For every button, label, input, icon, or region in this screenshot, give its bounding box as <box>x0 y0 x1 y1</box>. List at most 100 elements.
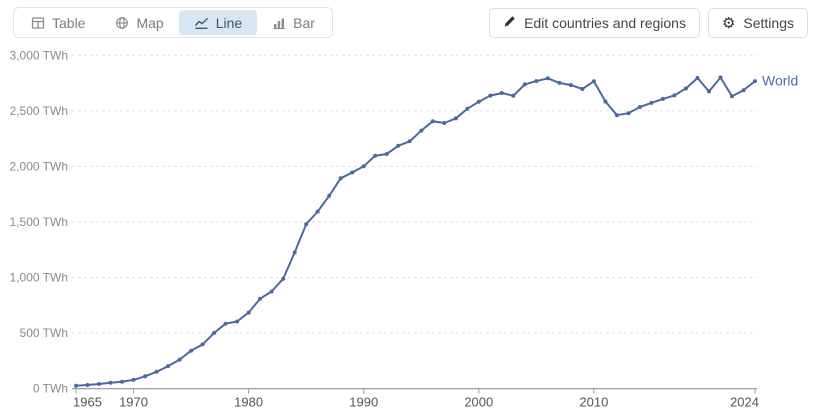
x-tick-label: 1980 <box>234 395 263 410</box>
x-axis-ticks: 1965 1970 1980 1990 2000 2010 2024 <box>73 388 759 410</box>
data-point-marker <box>591 79 596 84</box>
data-point-marker <box>350 170 355 175</box>
data-point-marker <box>603 99 608 104</box>
data-point-marker <box>258 296 263 301</box>
x-tick-label: 1965 <box>73 395 102 410</box>
tab-table[interactable]: Table <box>16 10 100 35</box>
y-tick-label: 2,500 TWh <box>10 104 68 118</box>
data-point-marker <box>154 369 159 374</box>
data-point-marker <box>304 222 309 227</box>
data-point-marker <box>235 319 240 324</box>
world-line-series <box>75 76 756 387</box>
data-point-marker <box>614 113 619 118</box>
line-chart: 0 TWh 500 TWh 1,000 TWh 1,500 TWh 2,000 TWh 2… <box>10 48 799 410</box>
data-point-marker <box>453 116 458 121</box>
line-chart-icon <box>194 16 209 30</box>
data-point-marker <box>430 119 435 124</box>
data-point-marker <box>568 83 573 88</box>
y-tick-label: 0 TWh <box>33 382 68 396</box>
data-point-marker <box>292 250 297 255</box>
data-point-marker <box>223 321 228 326</box>
y-tick-label: 3,000 TWh <box>10 48 68 62</box>
gear-icon: ⚙ <box>721 14 736 32</box>
data-point-marker <box>557 80 562 85</box>
data-point-marker <box>695 76 700 80</box>
data-point-marker <box>212 330 217 335</box>
data-point-marker <box>315 209 320 214</box>
data-point-marker <box>442 121 447 125</box>
data-point-marker <box>419 128 424 133</box>
x-tick-label: 1990 <box>349 395 378 410</box>
y-gridlines: 0 TWh 500 TWh 1,000 TWh 1,500 TWh 2,000 TWh 2… <box>10 48 757 396</box>
table-icon <box>31 16 45 30</box>
tab-map[interactable]: Map <box>100 10 178 35</box>
x-tick-label: 2010 <box>579 395 608 410</box>
data-point-marker <box>97 382 101 386</box>
y-tick-label: 1,000 TWh <box>10 271 68 285</box>
globe-icon <box>115 16 129 30</box>
settings-button[interactable]: ⚙ Settings <box>707 8 808 38</box>
data-point-marker <box>672 93 677 98</box>
bar-chart-icon <box>272 16 286 30</box>
y-tick-label: 500 TWh <box>20 326 68 340</box>
data-point-marker <box>269 289 274 294</box>
data-point-marker <box>499 91 504 95</box>
data-point-marker <box>534 79 539 84</box>
data-point-marker <box>626 111 631 116</box>
data-point-marker <box>707 89 711 94</box>
data-point-marker <box>281 276 286 281</box>
data-point-marker <box>580 87 585 91</box>
tab-line[interactable]: Line <box>178 10 258 35</box>
edit-countries-label: Edit countries and regions <box>524 15 686 31</box>
data-point-marker <box>108 380 113 385</box>
data-point-marker <box>730 94 734 99</box>
data-point-marker <box>177 357 182 362</box>
x-tick-label: 1970 <box>119 395 148 410</box>
data-point-marker <box>511 93 516 98</box>
view-tab-bar: Table Map Line Ba <box>13 7 333 38</box>
data-point-marker <box>683 86 688 91</box>
settings-label: Settings <box>743 15 794 31</box>
data-point-marker <box>753 79 757 84</box>
series-markers <box>74 75 757 388</box>
y-tick-label: 2,000 TWh <box>10 159 68 173</box>
data-point-marker <box>74 383 78 388</box>
data-point-marker <box>246 310 251 315</box>
data-point-marker <box>545 76 550 81</box>
data-point-marker <box>120 379 124 384</box>
y-tick-label: 1,500 TWh <box>10 215 68 229</box>
data-point-marker <box>476 99 481 104</box>
x-tick-label: 2024 <box>730 395 759 410</box>
x-tick-label: 2000 <box>464 395 493 410</box>
data-point-marker <box>649 100 654 105</box>
data-point-marker <box>637 105 642 109</box>
data-point-marker <box>488 93 493 98</box>
data-point-marker <box>373 153 378 158</box>
data-point-marker <box>200 342 205 347</box>
data-point-marker <box>384 152 389 156</box>
data-point-marker <box>143 374 148 379</box>
data-point-marker <box>85 383 90 387</box>
toolbar-actions: Edit countries and regions ⚙ Settings <box>489 8 808 38</box>
data-point-marker <box>741 88 746 93</box>
data-point-marker <box>189 348 194 353</box>
data-point-marker <box>327 193 332 198</box>
world-series-label: World <box>762 73 798 89</box>
tab-label: Bar <box>293 14 315 31</box>
tab-label: Map <box>136 14 164 31</box>
tab-label: Line <box>215 14 243 31</box>
data-point-marker <box>407 139 412 144</box>
edit-countries-button[interactable]: Edit countries and regions <box>489 8 700 38</box>
data-point-marker <box>131 377 136 382</box>
tab-bar[interactable]: Bar <box>257 10 330 35</box>
data-point-marker <box>718 75 723 80</box>
data-point-marker <box>361 164 366 169</box>
pencil-icon <box>503 15 516 31</box>
data-point-marker <box>166 364 171 369</box>
data-point-marker <box>338 176 343 181</box>
data-point-marker <box>660 96 665 101</box>
data-point-marker <box>465 106 470 111</box>
data-point-marker <box>522 82 527 87</box>
data-point-marker <box>396 143 401 148</box>
tab-label: Table <box>52 14 86 31</box>
